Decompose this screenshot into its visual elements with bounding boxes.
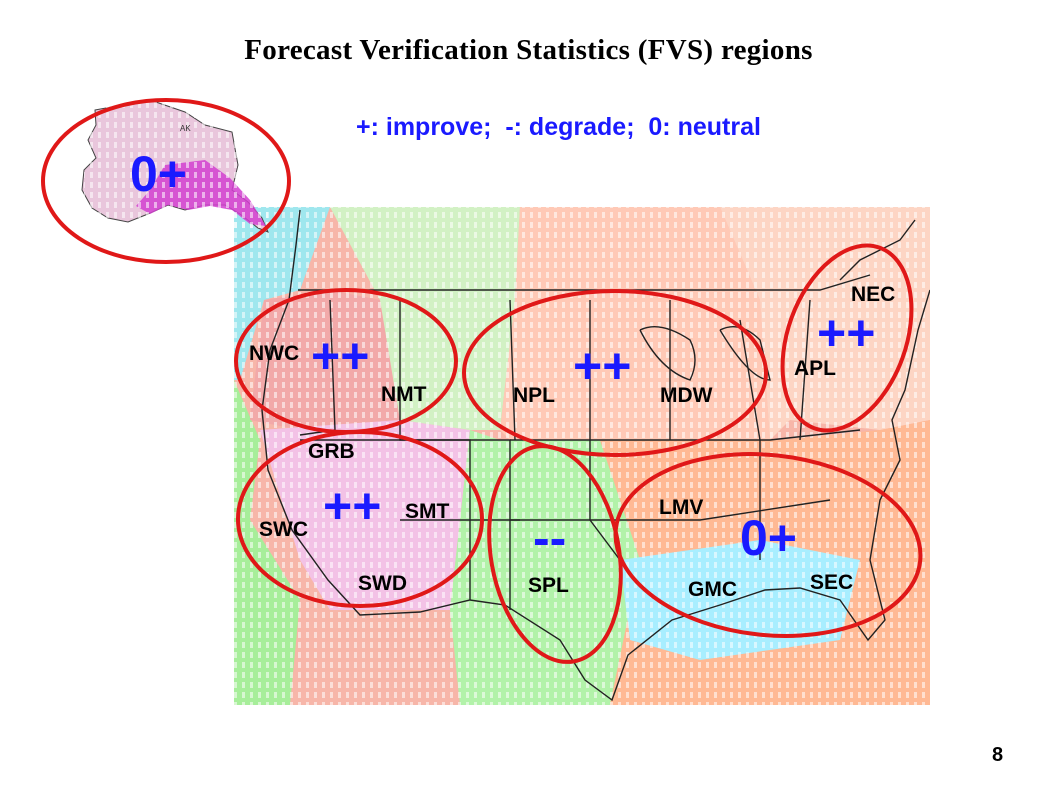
score-south-plains: --	[533, 510, 566, 566]
region-label-swd: SWD	[358, 572, 407, 595]
region-label-sec: SEC	[810, 571, 853, 594]
score-northwest: ++	[311, 328, 369, 384]
region-label-grb: GRB	[308, 440, 355, 463]
region-label-nec: NEC	[851, 283, 895, 306]
region-circles	[41, 98, 923, 664]
legend-text: +: improve; -: degrade; 0: neutral	[356, 113, 761, 141]
alaska-label: AK	[180, 124, 191, 133]
region-label-spl: SPL	[528, 574, 569, 597]
score-southwest: ++	[323, 478, 381, 534]
alaska-grid-dots	[84, 100, 268, 232]
region-label-smt: SMT	[405, 500, 450, 523]
region-label-gmc: GMC	[688, 578, 737, 601]
circle-northeast	[780, 243, 914, 433]
score-alaska: 0+	[130, 146, 187, 202]
region-label-npl: NPL	[513, 384, 555, 407]
region-label-mdw: MDW	[660, 384, 713, 407]
page-title: Forecast Verification Statistics (FVS) r…	[244, 34, 813, 66]
region-label-lmv: LMV	[659, 496, 703, 519]
circle-southeast	[613, 452, 923, 638]
circle-north-central	[462, 289, 768, 457]
region-label-nwc: NWC	[249, 342, 299, 365]
circle-southwest	[236, 430, 484, 608]
score-northeast: ++	[817, 305, 875, 361]
region-label-nmt: NMT	[381, 383, 427, 406]
circle-alaska	[41, 98, 291, 264]
score-north-central: ++	[573, 338, 631, 394]
page-number: 8	[992, 744, 1004, 766]
score-southeast: 0+	[740, 510, 797, 566]
region-label-apl: APL	[794, 357, 836, 380]
alaska-inset: AK	[81, 99, 269, 233]
conus-map	[234, 207, 930, 705]
region-label-swc: SWC	[259, 518, 308, 541]
